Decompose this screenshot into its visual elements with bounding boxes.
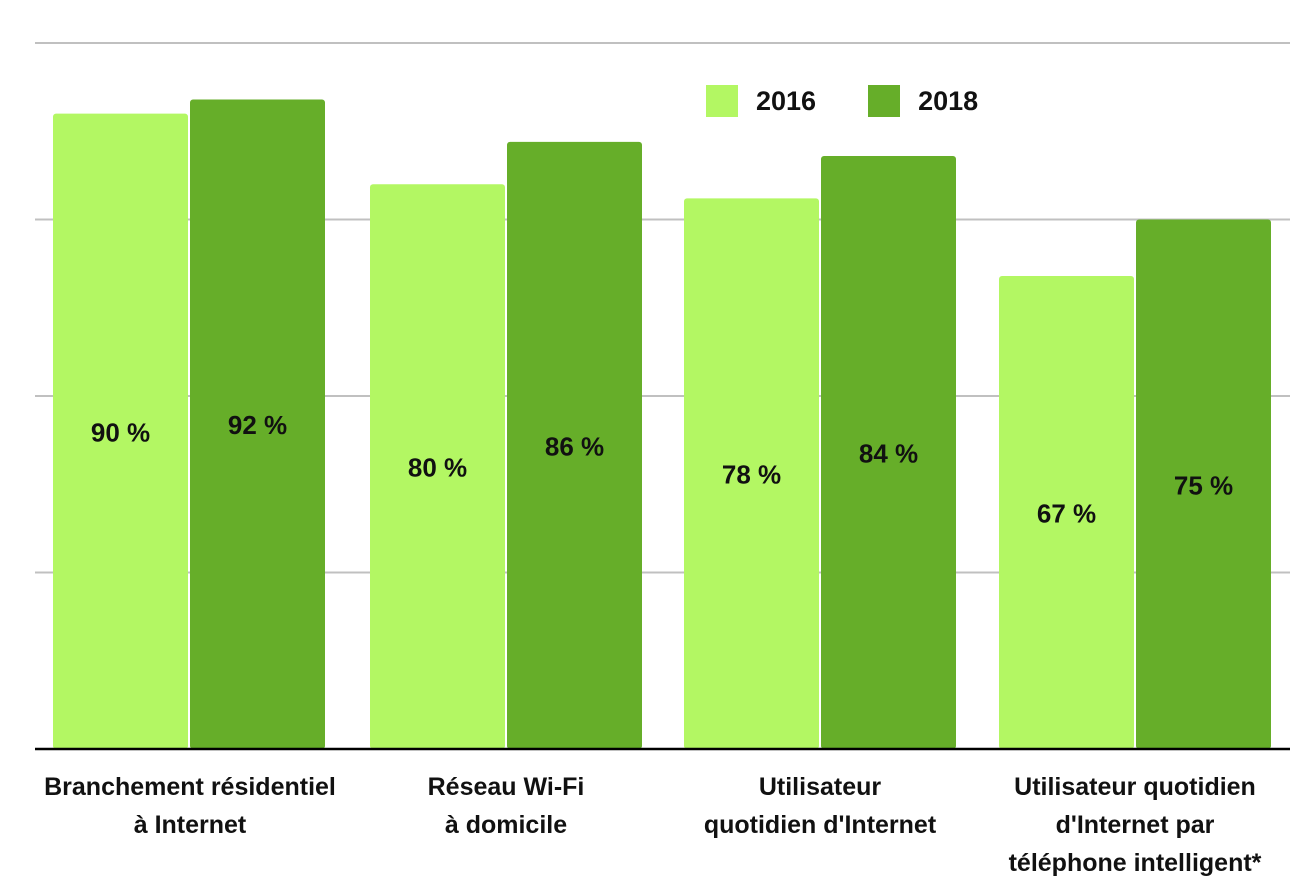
- data-label-2018-2: 84 %: [859, 438, 918, 468]
- legend-item-2016: 2016: [706, 85, 816, 117]
- legend-swatch-2016: [706, 85, 738, 117]
- data-label-2016-2: 78 %: [722, 460, 781, 490]
- bar-2018-0: [190, 99, 325, 750]
- bar-2016-0: [53, 113, 188, 750]
- category-label-3: Utilisateur quotidien d'Internet par tél…: [1008, 773, 1262, 877]
- bar-2016-2: [684, 198, 819, 749]
- bar-2018-2: [821, 155, 956, 749]
- category-label-1: Réseau Wi-Fi à domicile: [427, 773, 585, 839]
- category-label-2: Utilisateur quotidien d'Internet: [703, 773, 937, 839]
- bar-2016-3: [999, 275, 1134, 749]
- data-label-2016-0: 90 %: [91, 417, 150, 447]
- legend-label-2018: 2018: [918, 85, 979, 116]
- category-label-0: Branchement résidentiel à Internet: [44, 773, 336, 839]
- data-label-2018-3: 75 %: [1174, 470, 1233, 500]
- legend: 2016 2018: [706, 85, 1030, 117]
- bar-2016-1: [370, 184, 505, 749]
- legend-swatch-2018: [868, 85, 901, 117]
- legend-label-2016: 2016: [756, 85, 817, 116]
- legend-item-2018: 2018: [868, 85, 978, 117]
- data-label-2016-3: 67 %: [1037, 498, 1096, 528]
- data-label-2018-1: 86 %: [545, 431, 604, 461]
- data-label-2016-1: 80 %: [408, 453, 467, 483]
- bar-2018-3: [1136, 219, 1271, 749]
- bar-2018-1: [507, 141, 642, 750]
- data-label-2018-0: 92 %: [228, 410, 287, 440]
